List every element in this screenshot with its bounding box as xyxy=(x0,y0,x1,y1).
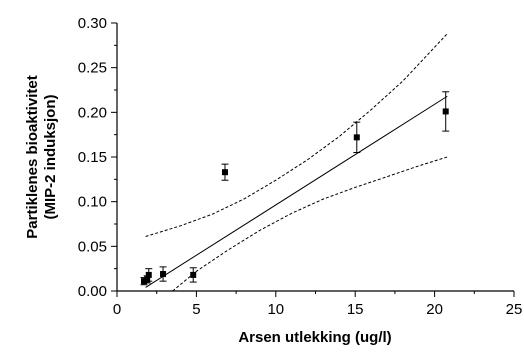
data-point xyxy=(144,276,151,283)
y-tick-label: 0.25 xyxy=(78,60,107,77)
x-tick-label: 25 xyxy=(506,301,523,318)
x-tick-label: 5 xyxy=(192,301,200,318)
data-point xyxy=(140,278,147,285)
regression-line xyxy=(145,95,448,288)
data-point xyxy=(442,108,449,115)
confidence-band-lower xyxy=(172,156,448,292)
x-tick-label: 10 xyxy=(267,301,284,318)
y-tick-label: 0.05 xyxy=(78,238,107,255)
y-tick-label: 0.10 xyxy=(78,194,107,211)
y-axis-ticks: 0.00 0.05 0.10 0.15 0.20 0.25 0.30 xyxy=(78,15,117,300)
y-tick-label: 0.20 xyxy=(78,104,107,121)
data-point xyxy=(353,134,360,141)
x-axis-title: Arsen utlekking (ug/l) xyxy=(238,329,391,346)
data-point xyxy=(160,271,167,278)
x-tick-label: 20 xyxy=(426,301,443,318)
y-tick-label: 0.15 xyxy=(78,149,107,166)
x-tick-label: 0 xyxy=(113,301,121,318)
y-tick-label: 0.30 xyxy=(78,15,107,32)
plot-area xyxy=(116,23,514,292)
data-point xyxy=(221,169,228,176)
y-axis-title-line-2: (MIP-2 induksjon) xyxy=(42,95,59,220)
data-point xyxy=(145,271,152,278)
y-tick-label: 0.00 xyxy=(78,283,107,300)
y-axis-title-line-1: Partiklenes bioaktivitet xyxy=(24,75,41,238)
confidence-band-upper xyxy=(145,33,448,237)
data-point xyxy=(190,271,197,278)
x-tick-label: 15 xyxy=(347,301,364,318)
y-axis-title: Partiklenes bioaktivitet (MIP-2 induksjo… xyxy=(24,75,59,238)
x-axis-ticks: 0 5 10 15 20 25 xyxy=(113,291,523,318)
